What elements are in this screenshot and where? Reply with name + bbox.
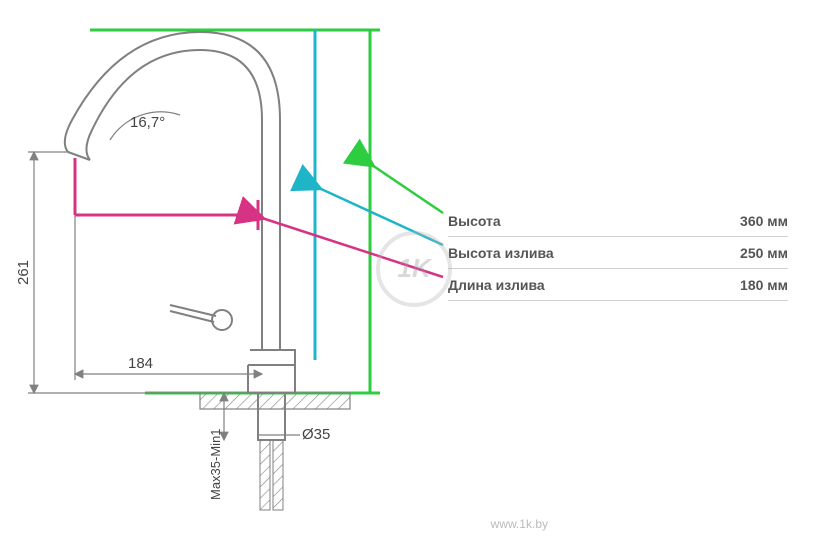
watermark-logo: 1K [376,231,452,307]
faucet-outline [65,32,295,510]
legend-value: 360 мм [740,213,788,229]
gray-dimensions [28,112,300,440]
legend-row-spout-height: Высота излива 250 мм [448,237,788,269]
dim-thickness: Max35-Min1 [208,428,223,500]
dim-hole: Ø35 [302,426,330,443]
legend-row-height: Высота 360 мм [448,205,788,237]
legend-table: Высота 360 мм Высота излива 250 мм Длина… [448,205,788,301]
watermark-text: 1K [397,253,430,284]
legend-label: Высота [448,213,501,229]
green-arrow [372,165,443,213]
countertop-hatch [200,393,350,409]
dim-261: 261 [15,260,32,285]
dim-184: 184 [128,355,153,372]
legend-row-spout-reach: Длина излива 180 мм [448,269,788,301]
legend-label: Высота излива [448,245,554,261]
dim-angle: 16,7° [130,114,165,131]
legend-value: 250 мм [740,245,788,261]
footer-url: www.1k.by [491,517,548,531]
legend-value: 180 мм [740,277,788,293]
diagram-container: 16,7° 261 184 Ø35 Max35-Min1 Высота 360 … [0,0,828,537]
legend-label: Длина излива [448,277,545,293]
